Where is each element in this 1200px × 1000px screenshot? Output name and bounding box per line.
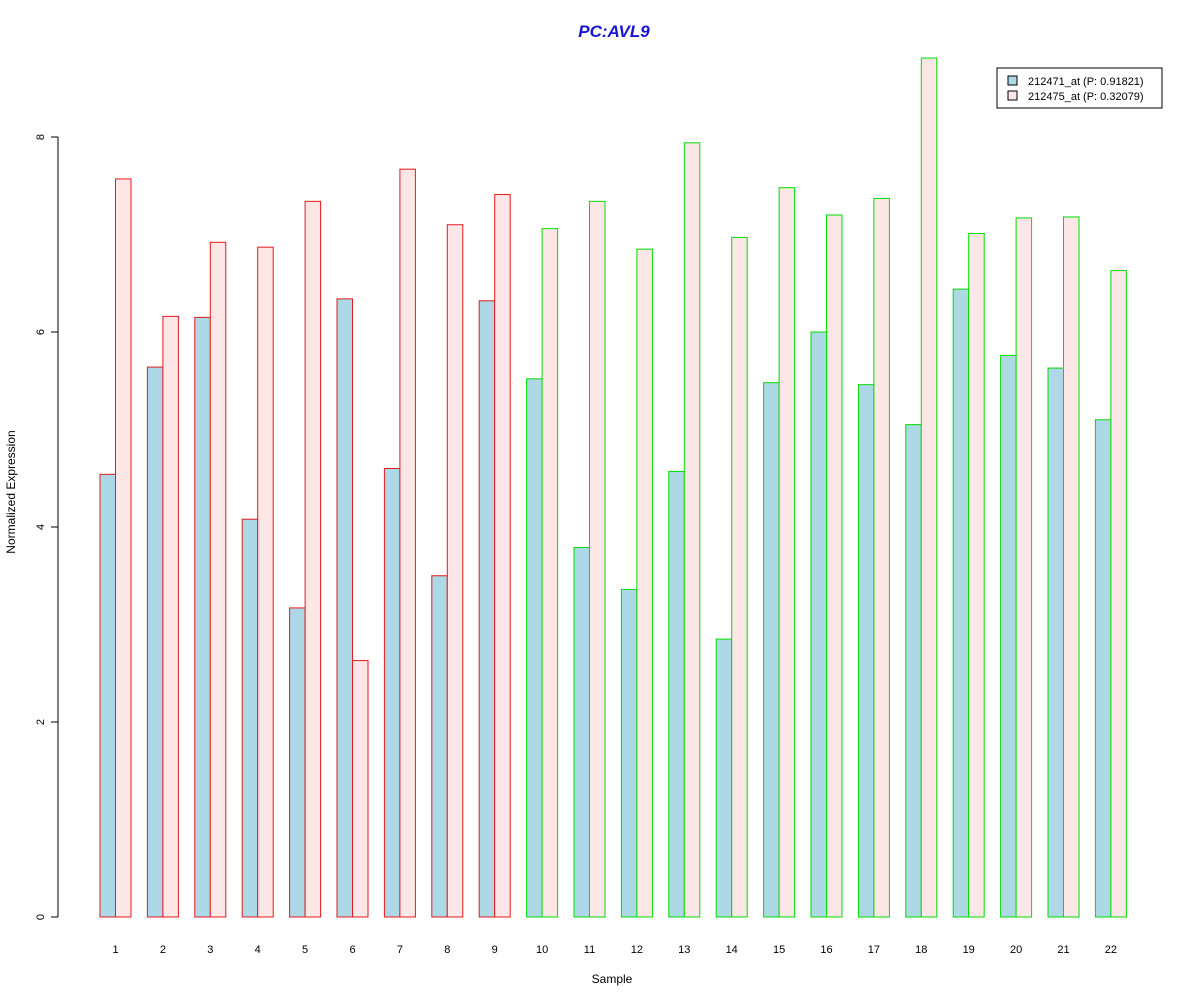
y-axis-label: Normalized Expression <box>4 430 18 553</box>
bar-sample-2-series-2 <box>162 315 179 918</box>
y-tick-label: 6 <box>35 329 47 335</box>
bar-sample-20-series-2 <box>1015 217 1033 918</box>
bar-sample-15-series-1 <box>763 382 780 918</box>
y-tick-label: 4 <box>35 524 47 530</box>
bar-sample-20-series-1 <box>1000 354 1017 918</box>
bar-sample-6-series-2 <box>352 660 369 918</box>
bar-sample-7-series-2 <box>399 168 416 918</box>
bar-sample-21-series-1 <box>1047 367 1064 918</box>
y-tick-label: 8 <box>35 134 47 140</box>
bar-sample-6-series-1 <box>336 298 353 918</box>
x-tick-label: 8 <box>444 944 450 956</box>
bars <box>99 57 1127 918</box>
x-tick-label: 18 <box>915 944 927 956</box>
y-tick-label: 2 <box>35 719 47 725</box>
x-tick-label: 4 <box>255 944 261 956</box>
y-tick-label: 0 <box>35 914 47 920</box>
bar-sample-14-series-1 <box>715 638 733 918</box>
bar-sample-7-series-1 <box>383 468 401 918</box>
x-tick-label: 9 <box>492 944 498 956</box>
bar-sample-11-series-1 <box>573 546 590 918</box>
x-tick-label: 7 <box>397 944 403 956</box>
bar-sample-14-series-2 <box>731 236 748 918</box>
bar-sample-17-series-1 <box>857 384 875 918</box>
x-tick-label: 15 <box>773 944 785 956</box>
legend-swatch-212475 <box>1007 90 1018 101</box>
bar-sample-13-series-2 <box>683 142 701 918</box>
x-tick-label: 19 <box>963 944 975 956</box>
bar-sample-16-series-2 <box>826 214 843 918</box>
x-axis-tick-labels: 1 2 3 4 5 6 7 8 9 10 11 12 13 14 15 16 17 18 19 20 21 22 <box>112 944 1117 956</box>
bar-sample-18-series-2 <box>920 57 938 918</box>
bar-sample-5-series-2 <box>304 200 322 918</box>
bar-sample-2-series-1 <box>146 366 164 918</box>
x-tick-label: 5 <box>302 944 308 956</box>
x-tick-label: 10 <box>536 944 548 956</box>
x-tick-label: 13 <box>678 944 690 956</box>
bar-sample-5-series-1 <box>289 607 306 918</box>
x-tick-label: 1 <box>112 944 118 956</box>
x-tick-label: 11 <box>584 944 595 956</box>
x-tick-label: 16 <box>820 944 832 956</box>
x-axis-label: Sample <box>592 972 633 986</box>
y-axis-ticks: 0 2 4 6 8 <box>35 134 58 920</box>
chart-title: PC:AVL9 <box>578 22 650 41</box>
bar-sample-9-series-1 <box>478 300 496 918</box>
bar-sample-22-series-2 <box>1110 270 1127 918</box>
legend-box <box>996 67 1163 109</box>
bar-sample-4-series-1 <box>241 518 259 918</box>
bar-sample-12-series-2 <box>636 248 653 918</box>
legend: 212471_at (P: 0.91821) 212475_at (P: 0.3… <box>996 67 1163 109</box>
bar-sample-11-series-2 <box>589 200 606 918</box>
bar-sample-18-series-1 <box>905 424 922 918</box>
bar-sample-9-series-2 <box>494 194 511 918</box>
x-tick-label: 21 <box>1057 944 1069 956</box>
bar-sample-10-series-2 <box>541 228 559 918</box>
bar-sample-1-series-1 <box>99 473 116 918</box>
x-tick-label: 3 <box>207 944 213 956</box>
bar-sample-4-series-2 <box>257 246 274 918</box>
x-tick-label: 14 <box>726 944 738 956</box>
bar-sample-22-series-1 <box>1094 419 1112 918</box>
bar-sample-15-series-2 <box>778 187 796 918</box>
bar-sample-21-series-2 <box>1063 216 1080 918</box>
bar-sample-19-series-1 <box>952 288 970 918</box>
x-tick-label: 12 <box>631 944 643 956</box>
legend-label-212475: 212475_at (P: 0.32079) <box>1028 91 1144 103</box>
bar-sample-8-series-1 <box>431 575 448 918</box>
bar-sample-8-series-2 <box>446 224 464 918</box>
bar-sample-16-series-1 <box>810 331 827 918</box>
x-tick-label: 20 <box>1010 944 1022 956</box>
legend-label-212471: 212471_at (P: 0.91821) <box>1028 76 1144 88</box>
legend-swatch-212471 <box>1007 75 1018 86</box>
x-tick-label: 2 <box>160 944 166 956</box>
bar-sample-3-series-2 <box>209 241 227 918</box>
bar-sample-1-series-2 <box>115 178 132 918</box>
x-tick-label: 22 <box>1105 944 1117 956</box>
bar-sample-17-series-2 <box>873 197 890 918</box>
bar-sample-13-series-1 <box>668 470 685 918</box>
x-tick-label: 6 <box>349 944 355 956</box>
bar-sample-19-series-2 <box>968 233 985 918</box>
bar-sample-3-series-1 <box>194 316 211 918</box>
x-tick-label: 17 <box>868 944 880 956</box>
bar-sample-10-series-1 <box>526 378 543 918</box>
bar-sample-12-series-1 <box>620 588 638 918</box>
